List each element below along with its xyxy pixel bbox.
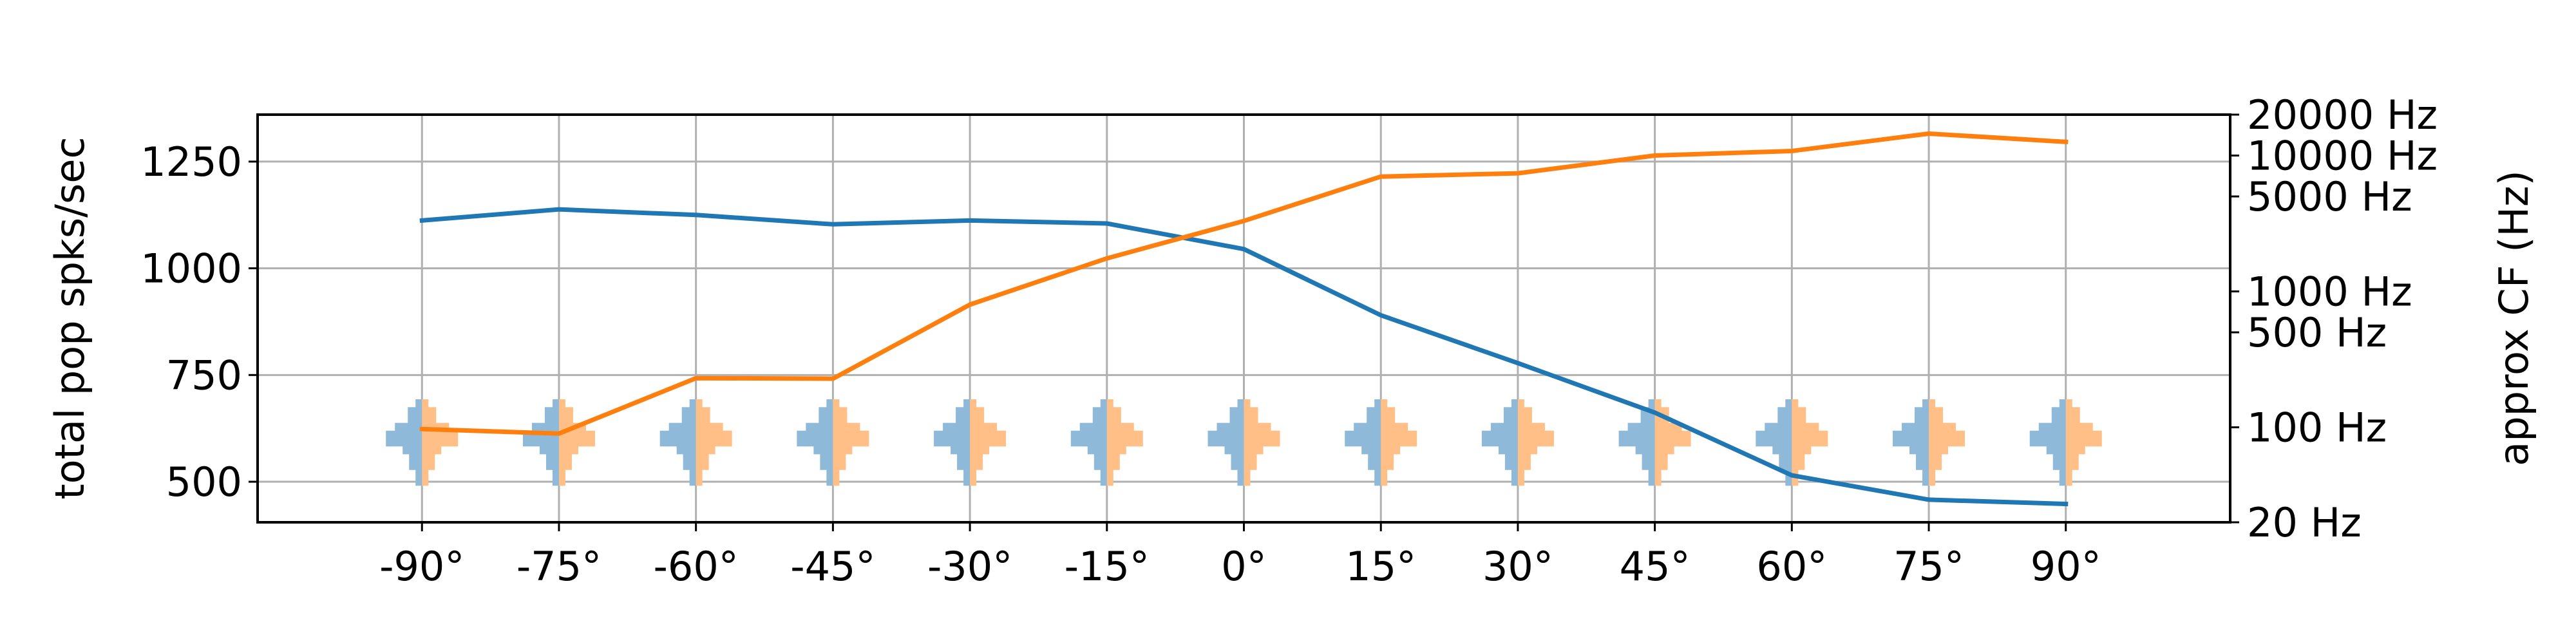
- distribution-left: [1208, 399, 1244, 486]
- distribution-right: [1517, 399, 1554, 486]
- distribution-glyphs: [386, 399, 2102, 486]
- x-axis-ticks: -90° -75° -60° -45° -30° -15° 0° 15° 30° 45° 60° 75…: [379, 522, 2101, 590]
- distribution-left: [2029, 399, 2066, 486]
- distribution-right: [1792, 399, 1828, 486]
- distribution-left: [934, 399, 971, 486]
- y-axis-ticks: 500 750 1000 1250: [140, 138, 258, 506]
- x-tick-label: 45°: [1620, 543, 1690, 590]
- distribution-left: [1481, 399, 1518, 486]
- y2-tick-label: 100 Hz: [2247, 404, 2387, 451]
- distribution-left: [386, 399, 422, 486]
- distribution-left: [1893, 399, 1929, 486]
- x-tick-label: 30°: [1482, 543, 1553, 590]
- y2-tick-label: 10000 Hz: [2247, 133, 2438, 180]
- x-tick-label: -90°: [379, 543, 464, 590]
- distribution-right: [1654, 399, 1691, 486]
- distribution-right: [970, 399, 1007, 486]
- x-tick-label: 0°: [1221, 543, 1266, 590]
- y-axis-label: total pop spks/sec: [46, 137, 93, 499]
- distribution-right: [1381, 399, 1417, 486]
- distribution-left: [1070, 399, 1107, 486]
- x-tick-label: 90°: [2031, 543, 2101, 590]
- x-tick-label: 75°: [1893, 543, 1964, 590]
- y2-tick-label: 5000 Hz: [2247, 173, 2412, 220]
- distribution-right: [1929, 399, 1965, 486]
- distribution-left: [1345, 399, 1381, 486]
- distribution-right: [2065, 399, 2102, 486]
- y2-axis-label: approx CF (Hz): [2490, 170, 2537, 466]
- distribution-right: [833, 399, 869, 486]
- distribution-left: [1618, 399, 1655, 486]
- distribution-right: [696, 399, 732, 486]
- y2-tick-label: 20000 Hz: [2247, 91, 2438, 138]
- y-tick-label: 1000: [140, 245, 242, 292]
- y2-tick-label: 500 Hz: [2247, 309, 2387, 356]
- distribution-right: [1106, 399, 1143, 486]
- y-tick-label: 500: [166, 459, 242, 506]
- x-tick-label: 60°: [1756, 543, 1827, 590]
- series-line-cf: [419, 131, 2069, 436]
- x-tick-label: 15°: [1345, 543, 1416, 590]
- y-tick-label: 750: [166, 352, 242, 399]
- distribution-right: [422, 399, 459, 486]
- series-lines: [419, 131, 2069, 507]
- distribution-left: [522, 399, 559, 486]
- x-tick-label: -30°: [927, 543, 1012, 590]
- x-tick-label: -45°: [790, 543, 875, 590]
- distribution-left: [1756, 399, 1792, 486]
- distribution-right: [558, 399, 595, 486]
- series-line-spikes: [419, 207, 2069, 507]
- distribution-left: [797, 399, 833, 486]
- x-tick-label: -15°: [1065, 543, 1150, 590]
- y2-tick-label: 20 Hz: [2247, 499, 2362, 546]
- distribution-left: [659, 399, 696, 486]
- x-tick-label: -60°: [654, 543, 739, 590]
- distribution-right: [1244, 399, 1280, 486]
- y-tick-label: 1250: [140, 138, 242, 185]
- y2-tick-label: 1000 Hz: [2247, 269, 2412, 316]
- x-tick-label: -75°: [516, 543, 601, 590]
